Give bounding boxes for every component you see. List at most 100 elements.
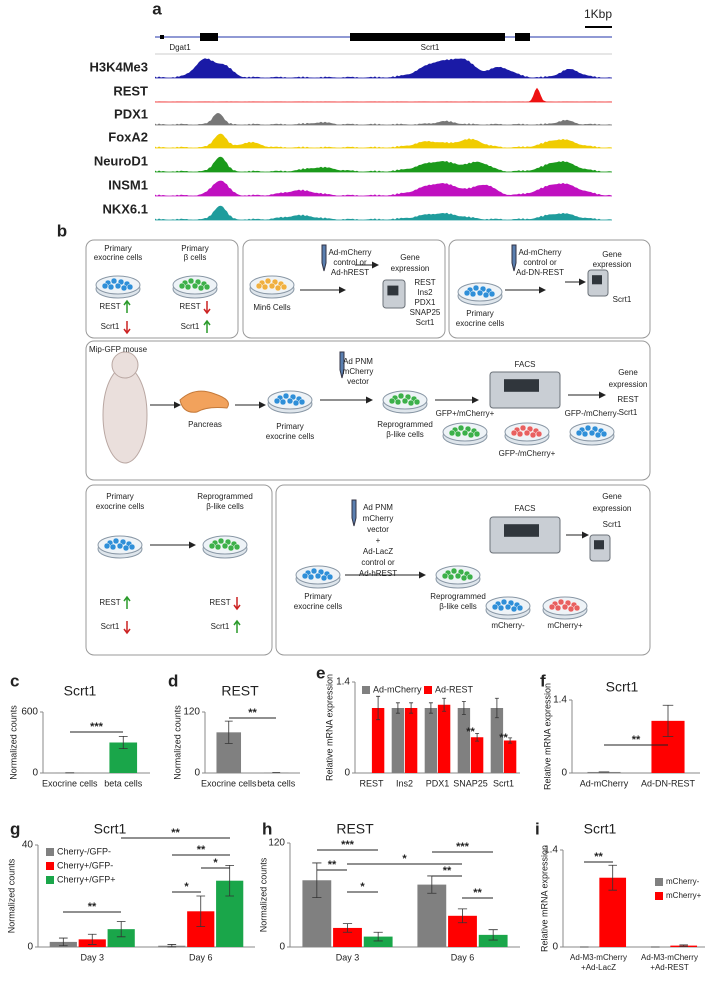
x-tick-label: Ins2 xyxy=(396,778,413,788)
significance-label: * xyxy=(360,881,365,893)
error-bar xyxy=(508,737,513,744)
x-tick-line: +Ad-LacZ xyxy=(581,963,616,972)
legend-label: Cherry+/GFP+ xyxy=(57,874,116,884)
schematic-text: expression xyxy=(391,264,430,273)
x-tick-label: Day 3 xyxy=(80,952,104,962)
track-label: INSM1 xyxy=(108,177,148,192)
error-bar xyxy=(461,701,466,715)
cell xyxy=(504,603,512,611)
exon xyxy=(350,33,505,41)
schematic-text: Scrt1 xyxy=(603,520,622,529)
schematic-text: vector xyxy=(367,525,389,534)
cell xyxy=(208,542,216,550)
chart-title: REST xyxy=(336,821,374,837)
cell xyxy=(307,573,315,581)
panel-letter: g xyxy=(10,819,20,838)
x-tick-label: Day 6 xyxy=(451,952,475,962)
cell xyxy=(457,424,465,432)
bar xyxy=(503,740,517,773)
x-tick-label: Day 3 xyxy=(336,952,360,962)
pipette xyxy=(511,244,517,272)
x-tick-label: Exocrine cells xyxy=(201,778,257,788)
cell xyxy=(561,603,569,611)
schematic-text: exocrine cells xyxy=(294,602,342,611)
x-tick-label: REST xyxy=(359,778,384,788)
cell xyxy=(519,424,527,432)
change-arrow xyxy=(123,299,131,313)
schematic-text: Scrt1 xyxy=(619,408,638,417)
y-axis-label: Relative mRNA expression xyxy=(539,845,549,952)
track-label: REST xyxy=(113,83,148,98)
schematic-text: Primary xyxy=(181,244,209,253)
x-tick-label: Day 6 xyxy=(189,952,213,962)
cell xyxy=(454,430,462,438)
schematic-text: Reprogrammed xyxy=(430,592,486,601)
schematic-text: Reprogrammed xyxy=(197,492,253,501)
x-tick-label: Scrt1 xyxy=(493,778,514,788)
cell xyxy=(286,397,294,405)
cell xyxy=(217,537,225,545)
cell xyxy=(268,282,276,290)
panel-letter: i xyxy=(535,819,540,838)
cell xyxy=(529,431,537,439)
x-tick-line: Ad-M3-mCherry xyxy=(570,953,627,962)
x-tick-label: beta cells xyxy=(104,778,143,788)
error-bar xyxy=(342,923,353,933)
schematic-text: Mip-GFP mouse xyxy=(89,345,148,354)
pipette xyxy=(321,244,327,272)
legend-label: Cherry-/GFP- xyxy=(57,846,111,856)
change-arrow xyxy=(233,597,241,611)
significance-label: ** xyxy=(466,726,475,738)
cell xyxy=(110,277,118,285)
error-bar xyxy=(679,944,688,947)
pancreas xyxy=(179,390,229,413)
schematic-text: exocrine cells xyxy=(94,253,142,262)
y-axis-label: Relative mRNA expression xyxy=(324,674,334,781)
schematic-text: Ad-LacZ xyxy=(363,547,393,556)
x-tick-line: Ad-M3-mCherry xyxy=(641,953,698,962)
cell xyxy=(326,573,334,581)
schematic-text: exocrine cells xyxy=(456,319,504,328)
bar xyxy=(424,708,438,773)
y-tick-label: 0 xyxy=(344,768,350,779)
panel-letter: h xyxy=(262,819,272,838)
chart-title: Scrt1 xyxy=(584,821,617,837)
schematic-text: mCherry xyxy=(343,367,374,376)
schematic-text: GFP-/mCherry- xyxy=(565,409,620,418)
schematic-text: REST xyxy=(617,395,638,404)
error-bar xyxy=(488,929,498,941)
significance-label: ** xyxy=(473,887,482,899)
error-bar xyxy=(116,921,126,938)
mouse-head xyxy=(111,351,139,379)
cell xyxy=(126,283,134,291)
cell xyxy=(397,392,405,400)
schematic-text: Pancreas xyxy=(188,420,222,429)
bar xyxy=(457,708,471,773)
y-tick-label: 600 xyxy=(21,707,38,718)
y-axis-label: Relative mRNA expression xyxy=(542,683,552,790)
cell xyxy=(264,277,272,285)
legend-swatch xyxy=(424,686,432,694)
x-tick-label: Ad-mCherry xyxy=(580,778,629,788)
schematic-text: Ad-mCherry xyxy=(328,248,371,257)
mouse xyxy=(102,366,148,464)
significance-label: ** xyxy=(171,827,180,839)
schematic-text: Reprogrammed xyxy=(377,420,433,429)
legend-label: Cherry+/GFP- xyxy=(57,860,113,870)
cell xyxy=(122,544,130,552)
panel-letter: a xyxy=(152,0,162,18)
bar xyxy=(437,704,451,773)
x-tick-label: Ad-M3-mCherry +Ad-LacZ xyxy=(570,953,627,972)
error-bar xyxy=(662,704,674,737)
significance-label: ** xyxy=(499,732,508,744)
error-bar xyxy=(196,895,206,927)
cell xyxy=(203,283,211,291)
schematic-text: expression xyxy=(593,504,632,513)
cell xyxy=(261,283,269,291)
schematic-text: REST xyxy=(99,598,120,607)
change-arrow xyxy=(123,321,131,335)
significance-label: ** xyxy=(443,865,452,877)
schematic-text: β cells xyxy=(184,253,207,262)
cell xyxy=(184,283,192,291)
